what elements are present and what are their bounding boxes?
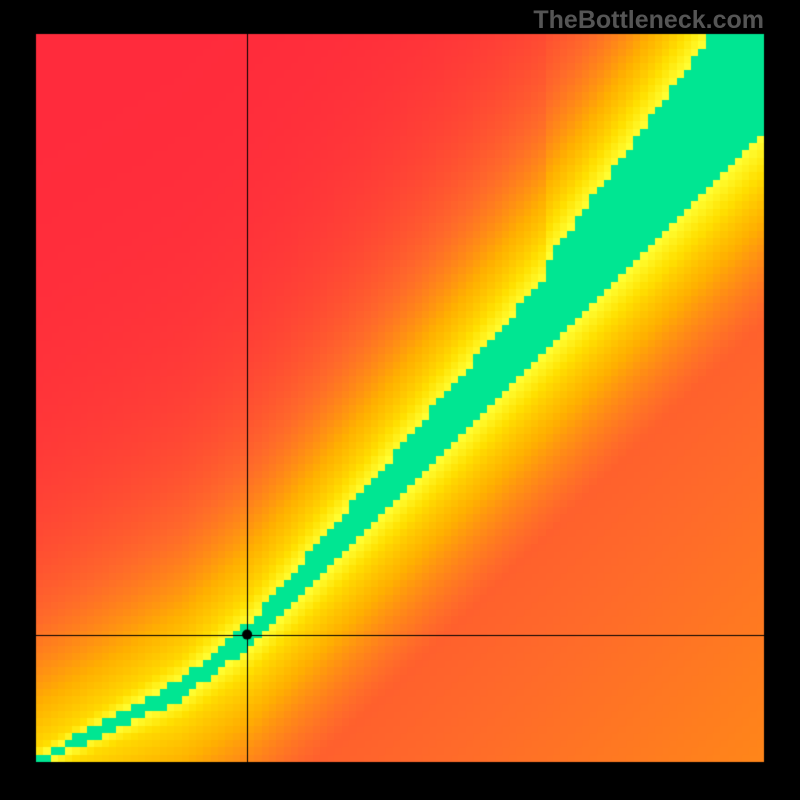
bottleneck-heatmap (0, 0, 800, 800)
watermark-text: TheBottleneck.com (533, 6, 764, 35)
